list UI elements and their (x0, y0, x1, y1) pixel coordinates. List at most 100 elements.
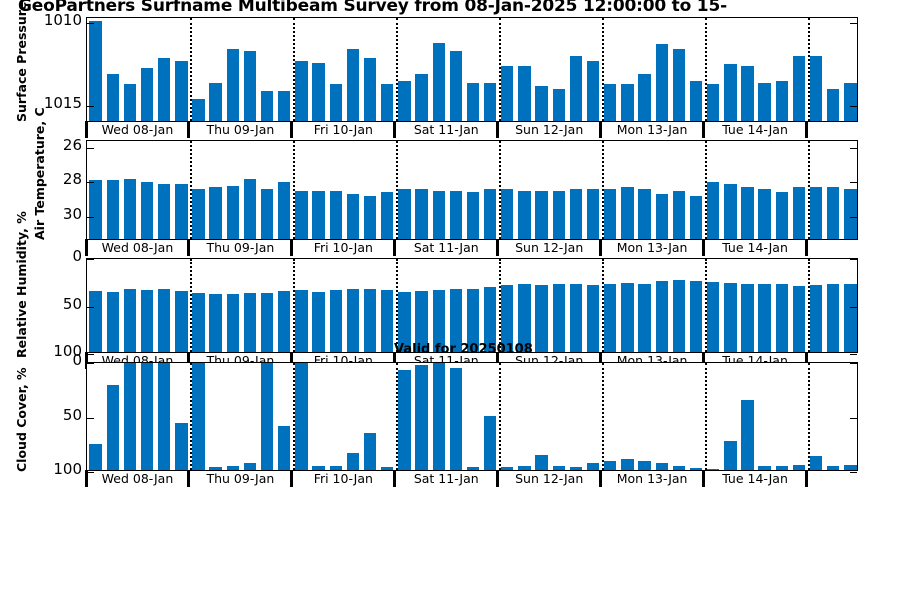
day-separator (189, 363, 192, 470)
bar (844, 189, 857, 239)
panel-surface-pressure (86, 17, 858, 122)
bar (724, 282, 737, 352)
bar (432, 42, 445, 121)
bar (243, 463, 257, 470)
bar (707, 84, 720, 121)
bar (466, 192, 480, 239)
bar (106, 292, 119, 352)
bar (278, 182, 291, 239)
day-separator (498, 259, 501, 352)
panel-relative-humidity (86, 258, 858, 355)
y-tick-mark-right (850, 259, 857, 260)
x-tick-label-sat-11-jan: Sat 11-Jan (413, 122, 479, 137)
y-tick-mark-right (850, 472, 857, 473)
x-tick-day-boundary (496, 239, 500, 256)
y-tick-mark (87, 147, 94, 149)
x-tick-day-boundary (84, 239, 88, 256)
bar (209, 187, 222, 239)
day-separator (189, 259, 192, 352)
plot-area-cloud-cover (87, 363, 857, 470)
bar (655, 44, 668, 121)
bar (140, 290, 154, 352)
bar (415, 291, 428, 352)
x-tick-day-boundary (84, 121, 88, 138)
x-tick-label-sun-12-jan: Sun 12-Jan (515, 471, 584, 486)
day-separator (395, 259, 398, 352)
bar (552, 89, 565, 121)
day-separator (292, 18, 295, 121)
day-separator (807, 259, 810, 352)
bar (827, 187, 840, 239)
y-tick-mark (87, 106, 94, 108)
bar (312, 62, 325, 121)
y-tick-mark-right (850, 147, 857, 149)
bar (243, 51, 257, 121)
ylabel-surface-pressure: Surface Pressure, mb (14, 0, 29, 122)
bar (260, 91, 274, 121)
bar (569, 56, 583, 121)
bar (415, 365, 428, 470)
panel-cloud-cover (86, 362, 858, 473)
bar (672, 190, 686, 239)
bar (466, 82, 480, 121)
bar (158, 289, 171, 352)
x-tick-day-boundary (393, 470, 397, 487)
x-tick-label-sun-12-jan: Sun 12-Jan (515, 240, 584, 255)
bar (501, 284, 514, 352)
bar (398, 292, 411, 352)
bar (398, 81, 411, 121)
bar (775, 192, 788, 239)
bar (621, 459, 634, 470)
x-tick-day-boundary (393, 239, 397, 256)
bar (518, 190, 531, 239)
bar (621, 187, 634, 239)
bar (329, 190, 342, 239)
bar (175, 61, 188, 121)
bar (329, 290, 342, 352)
bar (243, 178, 257, 239)
y-tick-mark (87, 182, 94, 184)
bar (638, 189, 651, 239)
bar (363, 57, 377, 121)
day-separator (601, 141, 604, 239)
bar (106, 74, 119, 121)
x-tick-day-boundary (805, 239, 809, 256)
bar (586, 61, 600, 121)
bar (707, 281, 720, 352)
bar (689, 280, 703, 352)
figure-title: GeoPartners Surfname Multibeam Survey fr… (18, 0, 727, 16)
bar (140, 363, 154, 470)
bar (312, 190, 325, 239)
day-separator (807, 18, 810, 121)
bar (775, 81, 788, 121)
x-tick-label-thu-09-jan: Thu 09-Jan (206, 471, 275, 486)
bar (689, 467, 703, 470)
bar (655, 280, 668, 352)
valid-for-annotation: Valid for 20250108 (394, 342, 533, 357)
bar (243, 293, 257, 352)
y-tick-mark (87, 216, 94, 218)
x-tick-day-boundary (805, 121, 809, 138)
bar (381, 192, 394, 239)
y-tick-mark-right (850, 306, 857, 308)
x-tick-label-sat-11-jan: Sat 11-Jan (413, 240, 479, 255)
bar (604, 283, 617, 352)
bar (501, 189, 514, 239)
x-tick-label-mon-13-jan: Mon 13-Jan (616, 240, 688, 255)
y-tick-label: 0 (72, 247, 82, 265)
bar (689, 81, 703, 121)
bar (226, 185, 239, 239)
bar (827, 89, 840, 121)
bar (758, 465, 771, 470)
bar (758, 189, 771, 239)
y-tick-mark (87, 306, 94, 308)
bar (552, 190, 565, 239)
bar (346, 452, 360, 470)
day-separator (807, 141, 810, 239)
bar (140, 67, 154, 121)
bar (535, 190, 548, 239)
bar (192, 99, 205, 121)
x-tick-day-boundary (187, 352, 191, 369)
bar (672, 465, 686, 470)
bar (398, 189, 411, 239)
